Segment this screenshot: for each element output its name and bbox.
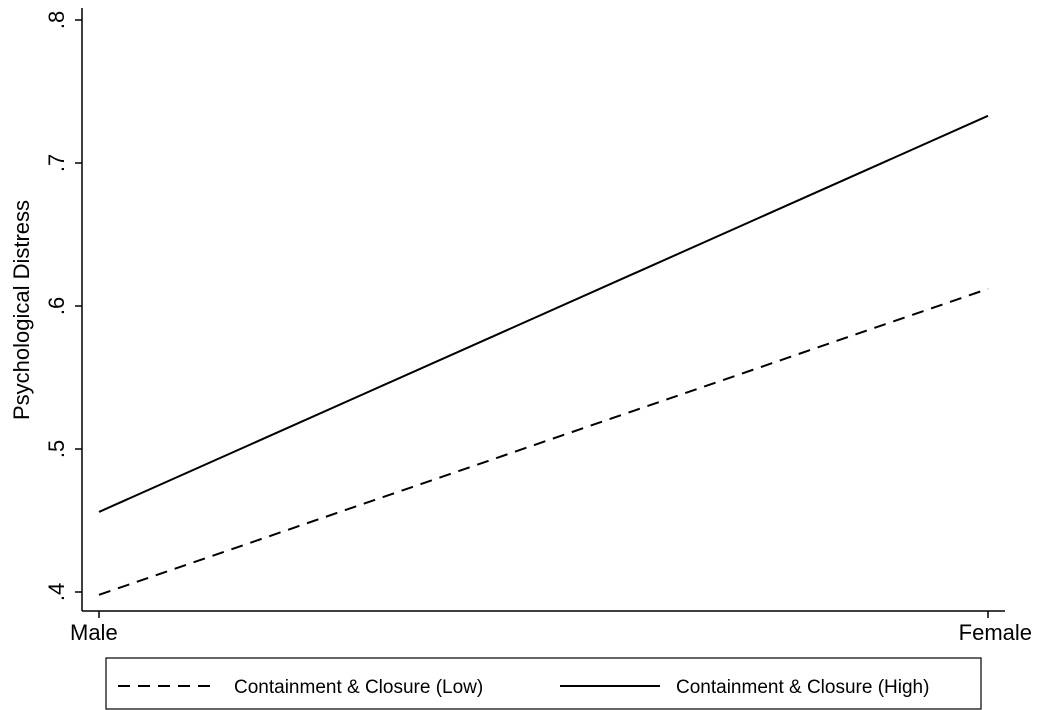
- series-line-high: [98, 114, 989, 513]
- y-axis-label: Psychological Distress: [9, 200, 34, 420]
- x-tick-label: Female: [959, 620, 1032, 645]
- y-tick-label: .6: [44, 297, 69, 315]
- y-tick-label: .7: [44, 154, 69, 172]
- legend: Containment & Closure (Low) Containment …: [105, 657, 982, 710]
- y-tick-label: .5: [44, 440, 69, 458]
- axes: [81, 8, 1005, 612]
- series-layer: [98, 114, 989, 596]
- x-tick-label: Male: [70, 620, 118, 645]
- y-tick-label: .8: [44, 11, 69, 29]
- legend-box: [105, 657, 982, 710]
- x-ticks: Male Female: [70, 611, 1032, 645]
- y-tick-label: .4: [44, 583, 69, 601]
- y-ticks: .4 .5 .6 .7 .8: [44, 11, 82, 601]
- legend-label-high: Containment & Closure (High): [676, 677, 929, 698]
- legend-label-low: Containment & Closure (Low): [234, 677, 483, 698]
- series-line-low: [98, 287, 989, 596]
